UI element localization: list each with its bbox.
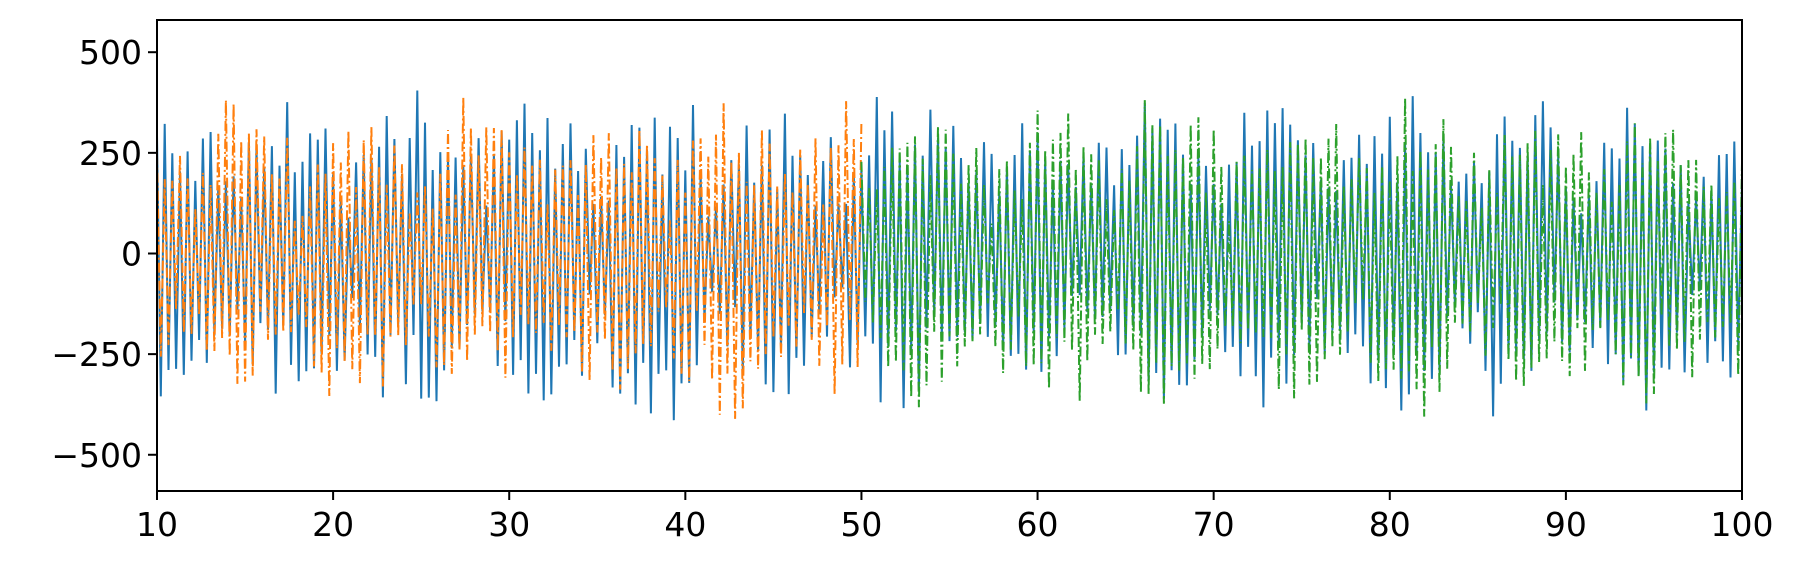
series-line-3: [860, 98, 1742, 417]
x-tick-label: 80: [1369, 505, 1411, 544]
plot-frame: [156, 19, 1743, 492]
x-tick-label: 50: [840, 505, 882, 544]
x-tick-label: 70: [1193, 505, 1235, 544]
y-tick-label: −250: [51, 335, 142, 374]
x-axis: 10 20 30 40 50 60 70 80 90 100: [136, 491, 1774, 544]
y-tick-label: 0: [121, 234, 142, 273]
x-tick-label: 20: [312, 505, 354, 544]
x-tick-label: 100: [1711, 505, 1774, 544]
y-tick-label: 500: [79, 33, 142, 72]
x-tick-label: 30: [488, 505, 530, 544]
y-tick-label: 250: [79, 134, 142, 173]
series-layer: [157, 90, 1742, 421]
series-line-1: [157, 90, 1742, 421]
x-tick-label: 10: [136, 505, 178, 544]
y-tick-label: −500: [51, 436, 142, 475]
y-axis: 500 250 0 −250 −500: [51, 33, 157, 475]
x-tick-label: 60: [1017, 505, 1059, 544]
x-tick-label: 40: [664, 505, 706, 544]
x-tick-label: 90: [1545, 505, 1587, 544]
series-line-2: [157, 97, 863, 419]
